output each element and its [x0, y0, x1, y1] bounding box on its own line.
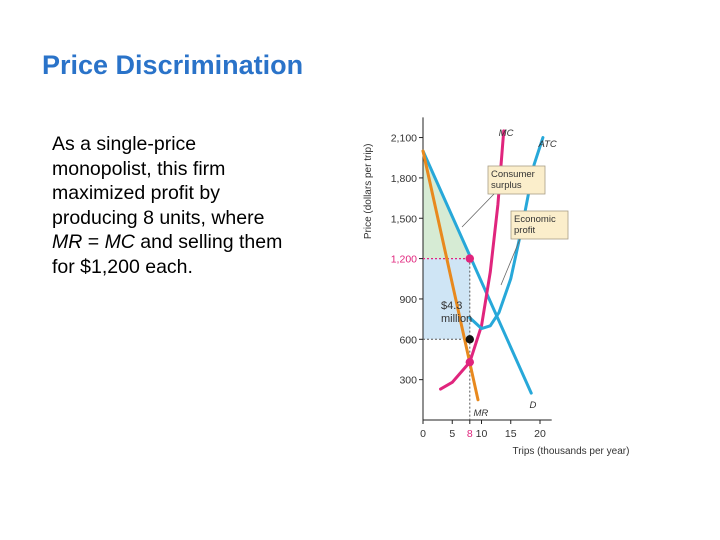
- y-tick-label: 1,500: [391, 213, 417, 225]
- x-tick-label: 15: [505, 428, 517, 440]
- marginal-cost-curve: [439, 129, 506, 391]
- atc-curve-label: ATC: [537, 139, 556, 150]
- consumer-surplus-label: surplus: [491, 180, 522, 191]
- mr-term: MR: [52, 231, 83, 253]
- body-line-1: As a single-price: [52, 133, 197, 155]
- consumer-surplus-pointer: [461, 193, 495, 228]
- demand-label: D: [530, 400, 537, 411]
- body-text: As a single-price monopolist, this firm …: [52, 132, 352, 279]
- economic-profit-label: profit: [514, 225, 535, 236]
- x-tick-label: 0: [420, 428, 426, 440]
- x-tick-label: 10: [476, 428, 488, 440]
- x-tick-label: 20: [534, 428, 546, 440]
- price-point: [465, 254, 474, 263]
- x-tick-label: 8: [467, 428, 473, 440]
- economic-profit-label: Economic: [514, 214, 556, 225]
- economic-profit-label-box: [510, 210, 569, 240]
- mc-term: MC: [104, 231, 135, 253]
- body-line-2: monopolist, this firm: [52, 157, 226, 180]
- economic-profit-area: [423, 258, 470, 340]
- mr-curve-label: MR: [474, 408, 489, 419]
- body-line-4: producing 8 units, where: [52, 206, 265, 229]
- profit-amount-label: million: [441, 313, 472, 325]
- body-line-5-rest: and selling them: [134, 231, 283, 253]
- slide-title: Price Discrimination: [42, 50, 304, 80]
- y-tick-label: 600: [399, 334, 417, 346]
- body-line-6: for $1,200 each.: [52, 255, 193, 278]
- consumer-surplus-label-box: [487, 165, 546, 195]
- y-tick-label: 1,800: [391, 173, 417, 185]
- equals-sign: =: [82, 231, 105, 253]
- atc-point: [465, 335, 474, 344]
- body-line-3: maximized profit by: [52, 182, 220, 204]
- y-tick-label: 1,200: [391, 254, 417, 266]
- x-axis-label: Trips (thousands per year): [513, 446, 630, 457]
- y-tick-label: 300: [399, 375, 417, 387]
- y-tick-label: 2,100: [391, 133, 417, 145]
- y-axis-label: Price (dollars per trip): [363, 144, 374, 240]
- profit-amount-label: $4.3: [441, 300, 462, 312]
- mc-curve-label: MC: [499, 128, 514, 139]
- body-line-5: MR = MC and selling them: [52, 230, 352, 255]
- monopoly-chart: 300 600 900 1,200 1,500 1,800 2,100 0 5 8 10 15 20 Tr…: [363, 117, 630, 457]
- y-tick-label: 900: [399, 294, 417, 306]
- mr-mc-point: [465, 357, 474, 367]
- economic-profit-pointer: [500, 238, 521, 286]
- demand-curve: [421, 149, 533, 395]
- consumer-surplus-label: Consumer: [491, 169, 535, 180]
- x-tick-label: 5: [449, 428, 455, 440]
